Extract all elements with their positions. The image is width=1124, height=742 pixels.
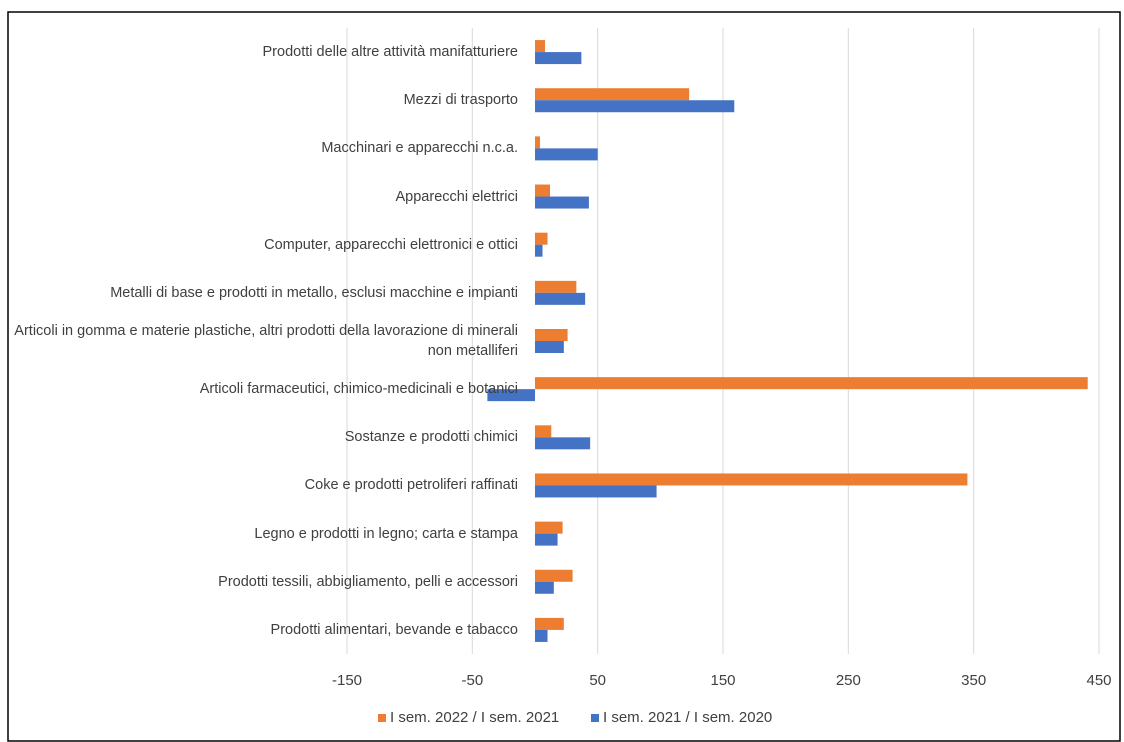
bar — [535, 148, 598, 161]
legend-label: I sem. 2022 / I sem. 2021 — [390, 709, 559, 726]
bar — [535, 341, 564, 353]
y-tick-label: Sostanze e prodotti chimici — [344, 429, 518, 446]
bar — [535, 521, 563, 534]
y-tick-label: Articoli in gomma e materie plastiche, a… — [14, 323, 518, 359]
y-tick-label: Articoli farmaceutici, chimico-medicinal… — [199, 381, 518, 398]
legend-label: I sem. 2021 / I sem. 2020 — [603, 709, 772, 726]
bar — [535, 196, 589, 209]
x-tick-label: 250 — [836, 672, 861, 689]
bar — [535, 329, 568, 341]
x-tick-label: 450 — [1086, 672, 1111, 689]
bar — [535, 581, 554, 594]
bar — [535, 184, 551, 197]
chart-border — [7, 11, 1121, 742]
x-tick-label: 350 — [961, 672, 986, 689]
y-tick-label: Prodotti delle altre attività manifattur… — [262, 44, 519, 61]
y-tick-label: Macchinari e apparecchi n.c.a. — [321, 140, 518, 157]
bar — [535, 100, 735, 113]
bar — [535, 425, 552, 438]
x-tick-label: -150 — [332, 672, 362, 689]
bar — [535, 88, 690, 101]
bar — [487, 389, 535, 402]
y-tick-label: Metalli di base e prodotti in metallo, e… — [110, 284, 518, 301]
y-tick-label: Computer, apparecchi elettronici e ottic… — [264, 236, 518, 253]
legend-swatch — [378, 714, 386, 722]
bar — [535, 569, 573, 582]
x-tick-label: 50 — [589, 672, 606, 689]
bar — [535, 280, 577, 293]
bar — [535, 52, 582, 65]
bar — [535, 244, 543, 257]
bar — [535, 473, 968, 486]
bar — [535, 40, 546, 53]
bar — [535, 377, 1088, 390]
y-tick-label: Legno e prodotti in legno; carta e stamp… — [254, 525, 518, 542]
bar — [535, 292, 586, 305]
y-tick-label: Apparecchi elettrici — [395, 188, 519, 205]
x-tick-label: -50 — [461, 672, 483, 689]
legend-swatch — [591, 714, 599, 722]
y-tick-label: Coke e prodotti petroliferi raffinati — [304, 477, 518, 494]
bar — [535, 629, 548, 642]
y-tick-label: Mezzi di trasporto — [403, 92, 518, 109]
y-tick-label: Prodotti alimentari, bevande e tabacco — [270, 621, 518, 638]
bar — [535, 617, 564, 630]
bar — [535, 437, 591, 450]
bar — [535, 485, 657, 498]
bar — [535, 136, 541, 149]
bar — [535, 232, 548, 245]
x-tick-label: 150 — [710, 672, 735, 689]
y-tick-label: Prodotti tessili, abbigliamento, pelli e… — [218, 573, 518, 590]
bar — [535, 533, 558, 546]
